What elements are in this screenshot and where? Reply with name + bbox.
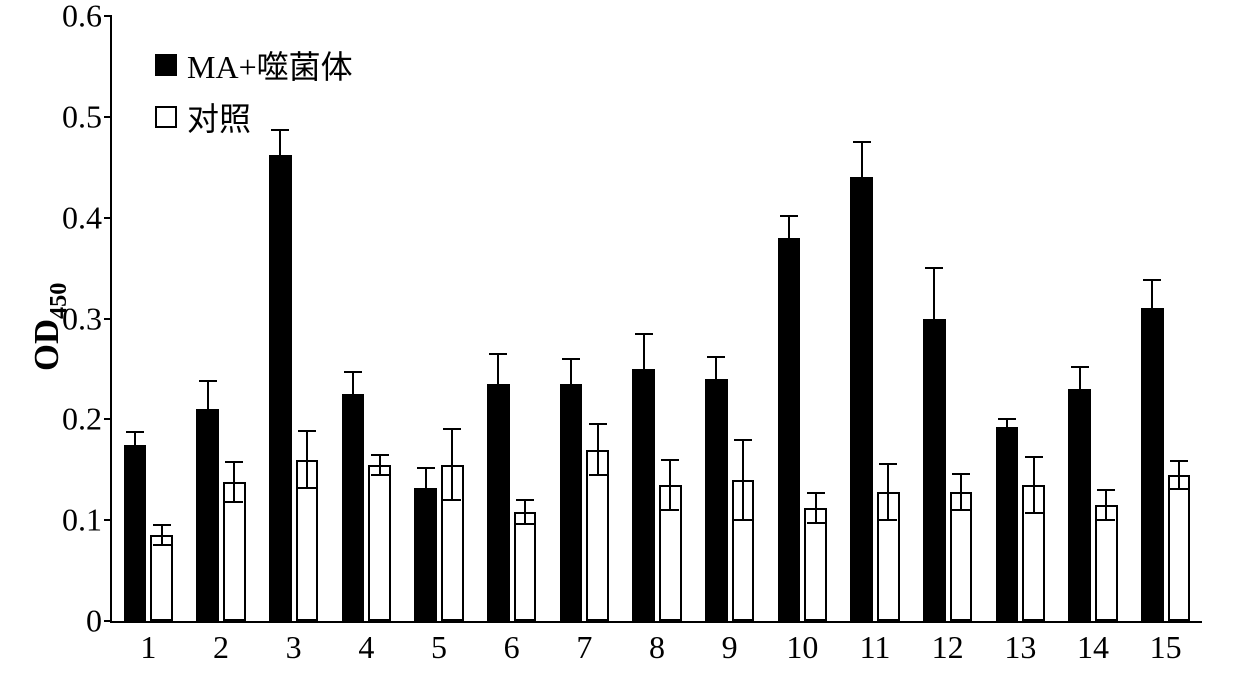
- y-tick-mark: [104, 318, 112, 320]
- x-tick-label: 4: [358, 621, 374, 666]
- bar: [778, 238, 801, 621]
- bar: [632, 369, 655, 621]
- legend-item: 对照: [155, 94, 353, 140]
- y-axis-label: OD450: [28, 282, 73, 370]
- bar: [850, 177, 873, 621]
- bar: [514, 512, 537, 621]
- x-tick-label: 9: [722, 621, 738, 666]
- x-tick-label: 5: [431, 621, 447, 666]
- bar: [1095, 505, 1118, 621]
- bar: [124, 445, 147, 621]
- y-tick-mark: [104, 519, 112, 521]
- bar: [368, 465, 391, 621]
- bar: [1168, 475, 1191, 621]
- od450-bar-chart: 00.10.20.30.40.50.6123456789101112131415…: [0, 0, 1240, 685]
- bar: [342, 394, 365, 621]
- y-tick-mark: [104, 217, 112, 219]
- x-tick-label: 10: [786, 621, 818, 666]
- bar: [150, 535, 173, 621]
- bar: [196, 409, 219, 621]
- legend-label: 对照: [187, 94, 251, 140]
- x-tick-label: 2: [213, 621, 229, 666]
- y-tick-mark: [104, 418, 112, 420]
- x-tick-label: 7: [576, 621, 592, 666]
- x-tick-label: 11: [860, 621, 891, 666]
- bar: [804, 508, 827, 621]
- y-tick-mark: [104, 15, 112, 17]
- x-tick-label: 15: [1150, 621, 1182, 666]
- x-tick-label: 6: [504, 621, 520, 666]
- y-tick-mark: [104, 620, 112, 622]
- legend-label: MA+噬菌体: [187, 42, 353, 88]
- legend-swatch: [155, 54, 177, 76]
- bar: [560, 384, 583, 621]
- bar: [705, 379, 728, 621]
- y-tick-mark: [104, 116, 112, 118]
- bar: [1068, 389, 1091, 621]
- x-tick-label: 3: [286, 621, 302, 666]
- y-tick-label: 0.6: [62, 0, 112, 35]
- x-tick-label: 12: [932, 621, 964, 666]
- bar: [1141, 308, 1164, 621]
- bar: [269, 155, 292, 621]
- bar: [996, 427, 1019, 621]
- legend-item: MA+噬菌体: [155, 42, 353, 88]
- legend-swatch: [155, 106, 177, 128]
- bar: [950, 492, 973, 621]
- bar: [487, 384, 510, 621]
- x-tick-label: 1: [140, 621, 156, 666]
- x-tick-label: 8: [649, 621, 665, 666]
- x-tick-label: 14: [1077, 621, 1109, 666]
- x-tick-label: 13: [1004, 621, 1036, 666]
- legend: MA+噬菌体对照: [155, 42, 353, 146]
